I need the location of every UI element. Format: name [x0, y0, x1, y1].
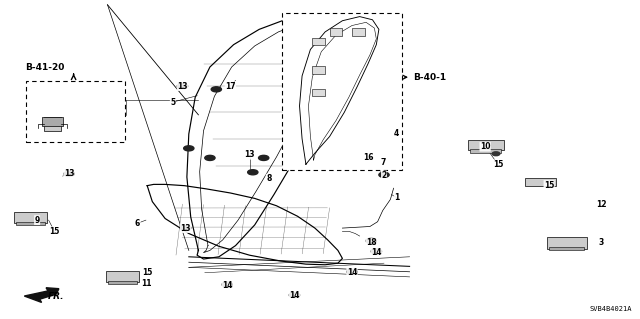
FancyBboxPatch shape [14, 212, 47, 223]
FancyBboxPatch shape [468, 140, 504, 150]
Text: 11: 11 [141, 279, 151, 288]
Bar [330, 28, 342, 36]
Text: 14: 14 [347, 268, 357, 277]
Text: 3: 3 [599, 238, 604, 247]
Text: SVB4B4021A: SVB4B4021A [590, 306, 632, 312]
Text: 18: 18 [366, 238, 376, 247]
FancyBboxPatch shape [470, 149, 501, 153]
Text: 15: 15 [142, 268, 152, 277]
Text: B-40-1: B-40-1 [413, 73, 446, 82]
FancyBboxPatch shape [26, 81, 125, 142]
Bar [312, 38, 325, 45]
FancyBboxPatch shape [108, 281, 137, 284]
Text: 8: 8 [266, 174, 271, 183]
Circle shape [289, 293, 300, 298]
Text: 1: 1 [394, 193, 399, 202]
Text: 9: 9 [35, 216, 40, 225]
FancyBboxPatch shape [44, 117, 61, 131]
FancyBboxPatch shape [42, 117, 63, 126]
Text: 12: 12 [596, 200, 607, 209]
Text: 13: 13 [177, 82, 188, 91]
FancyBboxPatch shape [549, 247, 584, 250]
FancyBboxPatch shape [525, 178, 556, 186]
Text: 6: 6 [135, 219, 140, 228]
Text: FR.: FR. [48, 292, 65, 300]
Text: 10: 10 [480, 142, 490, 151]
Text: 13: 13 [180, 224, 191, 233]
FancyBboxPatch shape [106, 271, 139, 282]
Circle shape [379, 172, 389, 177]
Text: 15: 15 [544, 181, 554, 189]
Circle shape [184, 146, 194, 151]
FancyBboxPatch shape [282, 13, 402, 170]
Text: 15: 15 [493, 160, 503, 169]
Circle shape [64, 171, 74, 176]
Text: 13: 13 [64, 169, 74, 178]
Circle shape [366, 238, 376, 243]
Bar [312, 66, 325, 74]
Text: 4: 4 [394, 130, 399, 138]
Circle shape [492, 152, 500, 156]
Text: 5: 5 [170, 98, 175, 107]
Text: 7: 7 [380, 158, 385, 167]
Bar [312, 89, 325, 96]
Text: 15: 15 [49, 227, 60, 236]
FancyBboxPatch shape [16, 222, 45, 225]
Text: B-41-20: B-41-20 [26, 63, 65, 72]
Text: 2: 2 [381, 171, 387, 180]
Circle shape [371, 249, 381, 254]
Circle shape [248, 170, 258, 175]
Circle shape [180, 226, 191, 231]
Circle shape [222, 282, 232, 287]
FancyBboxPatch shape [547, 237, 587, 249]
Text: 14: 14 [222, 281, 232, 290]
Circle shape [177, 84, 188, 89]
Text: 13: 13 [244, 150, 255, 159]
Circle shape [205, 155, 215, 160]
Bar [352, 28, 365, 36]
Circle shape [259, 155, 269, 160]
Circle shape [211, 87, 221, 92]
Text: 14: 14 [289, 291, 300, 300]
Circle shape [347, 269, 357, 274]
Text: 16: 16 [363, 153, 373, 162]
Text: 14: 14 [371, 248, 381, 256]
Text: 17: 17 [225, 82, 236, 91]
Polygon shape [24, 288, 59, 302]
